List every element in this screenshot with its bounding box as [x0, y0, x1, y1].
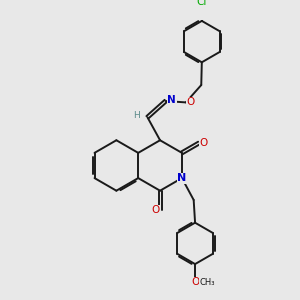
Text: O: O	[151, 205, 159, 215]
Text: N: N	[167, 95, 176, 106]
Text: O: O	[200, 138, 208, 148]
Text: H: H	[133, 111, 140, 120]
Text: O: O	[187, 98, 195, 107]
Text: CH₃: CH₃	[199, 278, 214, 287]
Text: N: N	[177, 173, 187, 183]
Text: O: O	[191, 277, 199, 287]
Text: Cl: Cl	[196, 0, 207, 7]
